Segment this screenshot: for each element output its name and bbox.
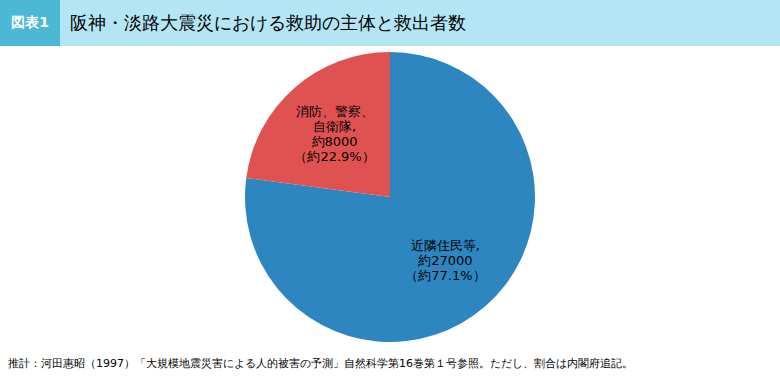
svg-text:近隣住民等,約27000（約77.1%）: 近隣住民等,約27000（約77.1%）: [405, 238, 485, 283]
html-text:推計：河田惠昭（1997）「大規模地震災害による人的被害の予: 推計：河田惠昭（1997）「大規模地震災害による人的被害の予測」自然科学第16巻…: [8, 356, 633, 370]
html-text:阪神・淡路大震災における救助の主体と救出者数: 阪神・淡路大震災における救助の主体と救出者数: [70, 12, 466, 33]
html-text:図表1: 図表1: [11, 14, 49, 30]
svg-text:消防、警察、自衛隊,約8000（約22.9%）: 消防、警察、自衛隊,約8000（約22.9%）: [294, 104, 374, 164]
